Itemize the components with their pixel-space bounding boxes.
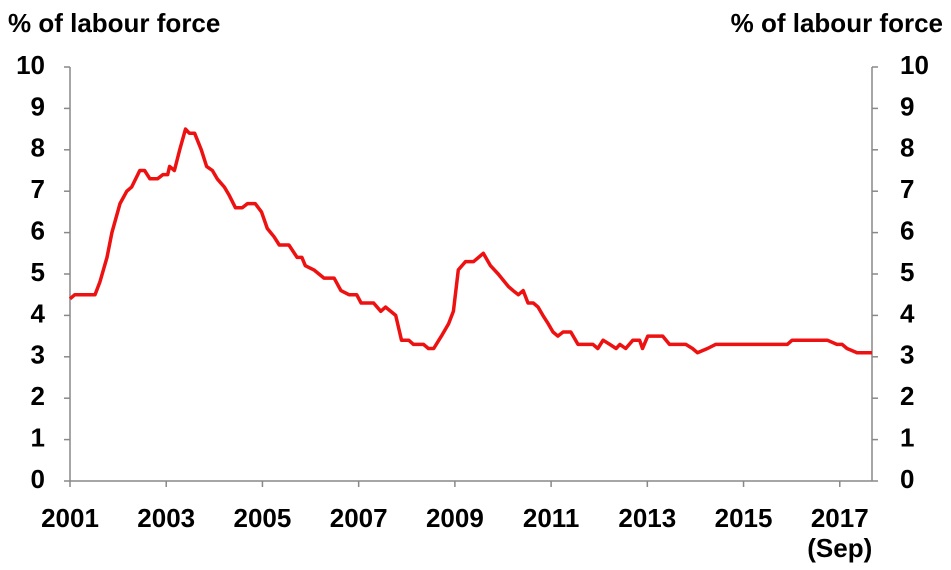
y2-tick-label: 2 xyxy=(900,381,914,411)
y-tick-label: 3 xyxy=(31,340,45,370)
x-tick-label: 2015 xyxy=(715,503,773,533)
y2-tick-label: 1 xyxy=(900,422,914,452)
y2-tick-label: 3 xyxy=(900,340,914,370)
x-tick-label: 2013 xyxy=(618,503,676,533)
y2-tick-label: 4 xyxy=(900,298,915,328)
y-tick-label: 8 xyxy=(31,133,45,163)
y2-tick-label: 0 xyxy=(900,464,914,494)
y2-axis-title: % of labour force xyxy=(731,8,943,38)
y-tick-label: 1 xyxy=(31,422,45,452)
y-tick-label: 10 xyxy=(16,50,45,80)
y2-tick-label: 10 xyxy=(900,50,929,80)
y2-tick-label: 8 xyxy=(900,133,914,163)
data-line xyxy=(68,127,872,355)
y2-tick-label: 7 xyxy=(900,174,914,204)
y2-tick-label: 9 xyxy=(900,91,914,121)
y-tick-label: 4 xyxy=(31,298,46,328)
y-tick-label: 6 xyxy=(31,215,45,245)
y-tick-label: 9 xyxy=(31,91,45,121)
x-tick-label: 2005 xyxy=(234,503,292,533)
y2-tick-label: 5 xyxy=(900,257,914,287)
x-tick-label: 2017 xyxy=(811,503,869,533)
x-note: (Sep) xyxy=(807,533,872,563)
y-tick-label: 2 xyxy=(31,381,45,411)
y-tick-label: 5 xyxy=(31,257,45,287)
x-tick-label: 2003 xyxy=(137,503,195,533)
x-tick-label: 2001 xyxy=(41,503,99,533)
x-tick-label: 2011 xyxy=(523,503,579,533)
y-axis-title: % of labour force xyxy=(8,8,220,38)
y-tick-label: 0 xyxy=(31,464,45,494)
y2-tick-label: 6 xyxy=(900,215,914,245)
x-tick-label: 2009 xyxy=(426,503,484,533)
x-tick-label: 2007 xyxy=(330,503,388,533)
y-tick-label: 7 xyxy=(31,174,45,204)
